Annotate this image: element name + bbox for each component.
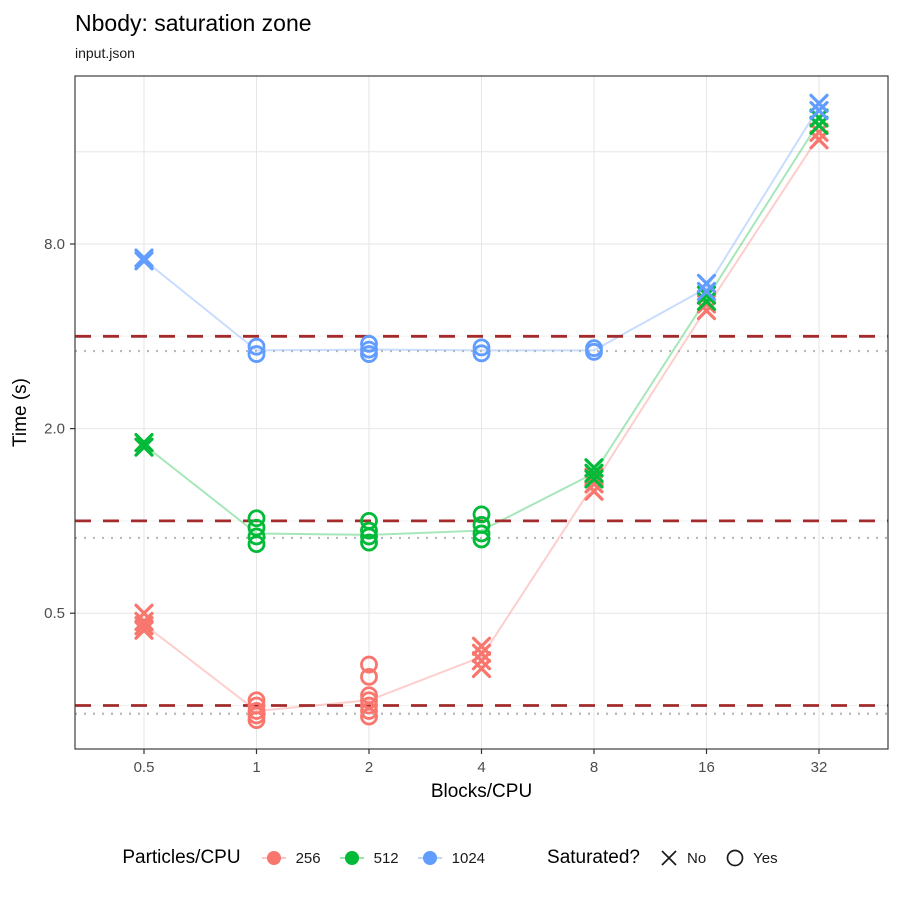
- data-point-circle-256: [360, 707, 378, 726]
- legend-item-1024: 1024: [415, 848, 485, 868]
- legend-item-512: 512: [337, 848, 399, 868]
- x-tick-label: 2: [365, 759, 373, 776]
- legend-item-Yes: Yes: [724, 848, 778, 868]
- data-point-circle-1024: [360, 345, 378, 363]
- x-tick-label: 4: [477, 759, 485, 776]
- data-point-x-256: [134, 616, 154, 636]
- data-point-x-1024: [696, 273, 717, 294]
- data-point-circle-256: [247, 711, 266, 730]
- data-point-circle-1024: [472, 338, 491, 357]
- legend-item-label: 256: [295, 849, 321, 867]
- y-axis-title: Time (s): [10, 378, 31, 447]
- legend-item-label: 512: [373, 849, 399, 867]
- data-point-circle-512: [472, 505, 491, 524]
- legend-key-x-icon: [661, 850, 677, 866]
- data-point-x-256: [471, 651, 492, 671]
- shape-legend-title: Saturated?: [547, 847, 640, 868]
- color-legend-items: 256 512 1024: [259, 848, 485, 868]
- y-tick-label: 2.0: [44, 421, 65, 438]
- data-point-x-512: [134, 437, 154, 457]
- legend-item-label: 1024: [451, 849, 486, 867]
- x-tick-label: 0.5: [134, 759, 155, 776]
- data-point-circle-512: [360, 527, 378, 546]
- data-point-circle-256: [360, 702, 378, 720]
- data-point-x-512: [809, 115, 829, 135]
- x-tick-label: 1: [252, 759, 260, 776]
- data-point-circle-512: [360, 533, 378, 552]
- data-point-x-1024: [696, 281, 717, 302]
- data-point-circle-1024: [585, 342, 603, 361]
- data-point-x-256: [809, 130, 829, 150]
- legend-item-No: No: [658, 848, 706, 868]
- legend-item-label: Yes: [753, 849, 778, 867]
- legend-item-label: No: [686, 849, 707, 867]
- data-point-x-1024: [134, 251, 154, 271]
- data-point-x-512: [584, 463, 604, 483]
- data-point-circle-512: [360, 521, 378, 540]
- color-legend-title: Particles/CPU: [122, 847, 241, 868]
- data-point-x-512: [584, 469, 604, 489]
- data-point-x-256: [471, 636, 492, 656]
- data-point-circle-512: [247, 535, 266, 554]
- chart-subtitle: input.json: [75, 45, 135, 61]
- legend-key-dot-icon: [261, 851, 286, 865]
- chart-canvas: 0.5 1 2 4 8 16 32 0.5 2.0 8.0 Blocks/CPU Time (s): [10, 75, 889, 802]
- data-point-x-512: [134, 433, 154, 453]
- data-point-circle-1024: [360, 334, 378, 353]
- legend-key-dot-icon: [417, 851, 442, 865]
- data-point-circle-512: [247, 509, 266, 528]
- data-point-circle-256: [360, 696, 378, 715]
- data-point-circle-512: [472, 524, 491, 543]
- legend-key-circle-icon: [726, 849, 744, 867]
- y-tick-label: 0.5: [44, 605, 65, 622]
- shape-legend-items: No Yes: [658, 848, 778, 868]
- data-point-x-256: [134, 620, 154, 640]
- legend-key-dot-icon: [339, 851, 364, 865]
- data-point-x-1024: [134, 248, 154, 268]
- data-point-circle-1024: [472, 344, 491, 363]
- data-point-circle-1024: [247, 337, 266, 356]
- data-point-circle-512: [247, 527, 266, 546]
- data-point-x-512: [809, 108, 829, 128]
- data-point-x-1024: [809, 100, 829, 121]
- chart-title: Nbody: saturation zone: [75, 10, 312, 36]
- data-point-circle-256: [360, 667, 378, 686]
- data-point-x-256: [471, 658, 492, 679]
- legend-item-256: 256: [259, 848, 321, 868]
- x-tick-label: 16: [698, 759, 715, 776]
- data-point-x-256: [471, 643, 492, 663]
- x-axis-title: Blocks/CPU: [431, 781, 532, 802]
- data-point-circle-1024: [247, 345, 266, 363]
- x-tick-label: 8: [590, 759, 598, 776]
- legend: Particles/CPU 256 512 1024 Saturated? No…: [0, 836, 900, 880]
- data-point-x-256: [809, 122, 829, 142]
- series-line-256: [143, 135, 820, 712]
- x-tick-label: 32: [811, 759, 828, 776]
- y-tick-label: 8.0: [44, 236, 65, 253]
- data-point-x-1024: [809, 93, 829, 113]
- data-point-circle-256: [360, 655, 378, 674]
- data-point-circle-512: [472, 530, 491, 549]
